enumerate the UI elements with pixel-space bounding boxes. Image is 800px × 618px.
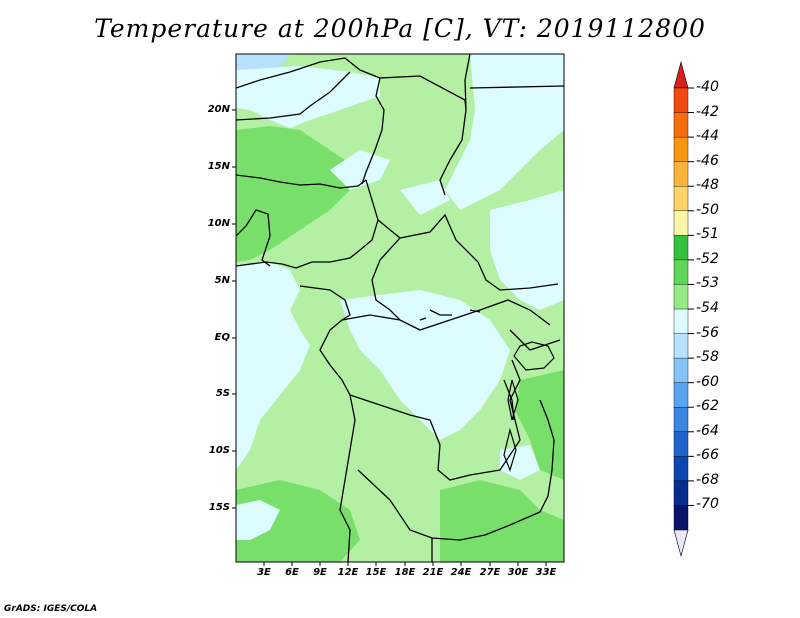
colorbar-label: -66 [696, 447, 719, 464]
lon-label-6e: 6E [285, 567, 299, 578]
lon-label-33e: 33E [535, 567, 557, 578]
green-region-east [515, 370, 564, 480]
green-region-west [236, 126, 360, 262]
colorbar-swatch [673, 480, 689, 507]
colorbar-swatch [673, 186, 689, 212]
colorbar-label: -60 [696, 373, 719, 390]
colorbar-swatch [673, 505, 689, 531]
green-region-southwest [236, 480, 360, 562]
lon-label-24e: 24E [450, 567, 472, 578]
colorbar-swatch [673, 308, 689, 335]
colorbar-swatch [673, 382, 689, 408]
colorbar-swatch [673, 136, 689, 163]
grads-credit: GrADS: IGES/COLA [4, 604, 98, 614]
lat-label-20n: 20N [207, 104, 230, 115]
lon-label-15e: 15E [365, 567, 387, 578]
map-frame [235, 53, 565, 563]
lon-label-21e: 21E [422, 567, 444, 578]
lat-label-15s: 15S [208, 502, 230, 513]
colorbar-label: -68 [696, 471, 719, 488]
colorbar-label: -44 [696, 128, 719, 145]
light-region-north [236, 66, 380, 128]
light-region-northeast [445, 54, 564, 210]
light-streak-2 [400, 180, 450, 215]
lat-label-10n: 10N [207, 218, 230, 229]
colorbar-swatch [673, 259, 689, 286]
lon-label-9e: 9E [313, 567, 327, 578]
lat-label-eq: EQ [214, 332, 230, 343]
lat-ticks [232, 109, 236, 509]
light-region-east [490, 190, 564, 310]
colorbar-label: -62 [696, 398, 719, 415]
colorbar-label: -56 [696, 324, 719, 341]
colorbar-swatch [673, 112, 689, 138]
colorbar-label: -64 [696, 422, 719, 439]
colorbar-swatch [673, 87, 689, 114]
colorbar-label: -48 [696, 177, 719, 194]
colorbar-label: -70 [696, 496, 719, 513]
colorbar-bottom-cap [673, 529, 689, 558]
colorbar-swatch [673, 357, 689, 384]
colorbar-swatch [673, 431, 689, 458]
colorbar-label: -51 [696, 226, 719, 243]
colorbar-swatch [673, 407, 689, 433]
colorbar-top-cap [673, 60, 689, 89]
colorbar-label: -54 [696, 300, 719, 316]
colorbar-label: -52 [696, 250, 719, 267]
light-region-central [340, 290, 510, 440]
light-region-south [236, 500, 280, 540]
colorbar [673, 60, 694, 558]
light-region-west [236, 262, 310, 470]
colorbar-swatch [673, 235, 689, 261]
colorbar-swatch [673, 161, 689, 187]
lat-label-10s: 10S [208, 445, 230, 456]
colorbar-swatch [673, 284, 689, 310]
map-title: Temperature at 200hPa [C], VT: 201911280… [94, 14, 706, 43]
colorbar-swatch [673, 333, 689, 359]
country-borders [236, 54, 564, 562]
lat-label-15n: 15N [207, 161, 230, 172]
colorbar-label: -40 [696, 79, 719, 95]
colorbar-label: -53 [696, 275, 719, 292]
lat-label-5n: 5N [214, 275, 230, 286]
lon-label-27e: 27E [479, 567, 501, 578]
lon-ticks [263, 562, 547, 566]
lon-label-18e: 18E [394, 567, 416, 578]
lon-label-3e: 3E [257, 567, 271, 578]
colorbar-swatch [673, 210, 689, 237]
colorbar-label: -58 [696, 349, 719, 366]
colorbar-label: -46 [696, 152, 719, 169]
lat-label-5s: 5S [215, 388, 230, 399]
green-region-south [440, 480, 564, 562]
lakes [503, 341, 555, 472]
light-streak-1 [330, 150, 390, 190]
colorbar-swatch [673, 456, 689, 482]
colorbar-label: -42 [696, 103, 719, 120]
lon-label-12e: 12E [337, 567, 359, 578]
colorbar-label: -50 [696, 201, 719, 218]
cold-patch-north [236, 54, 290, 72]
lon-label-30e: 30E [507, 567, 529, 578]
